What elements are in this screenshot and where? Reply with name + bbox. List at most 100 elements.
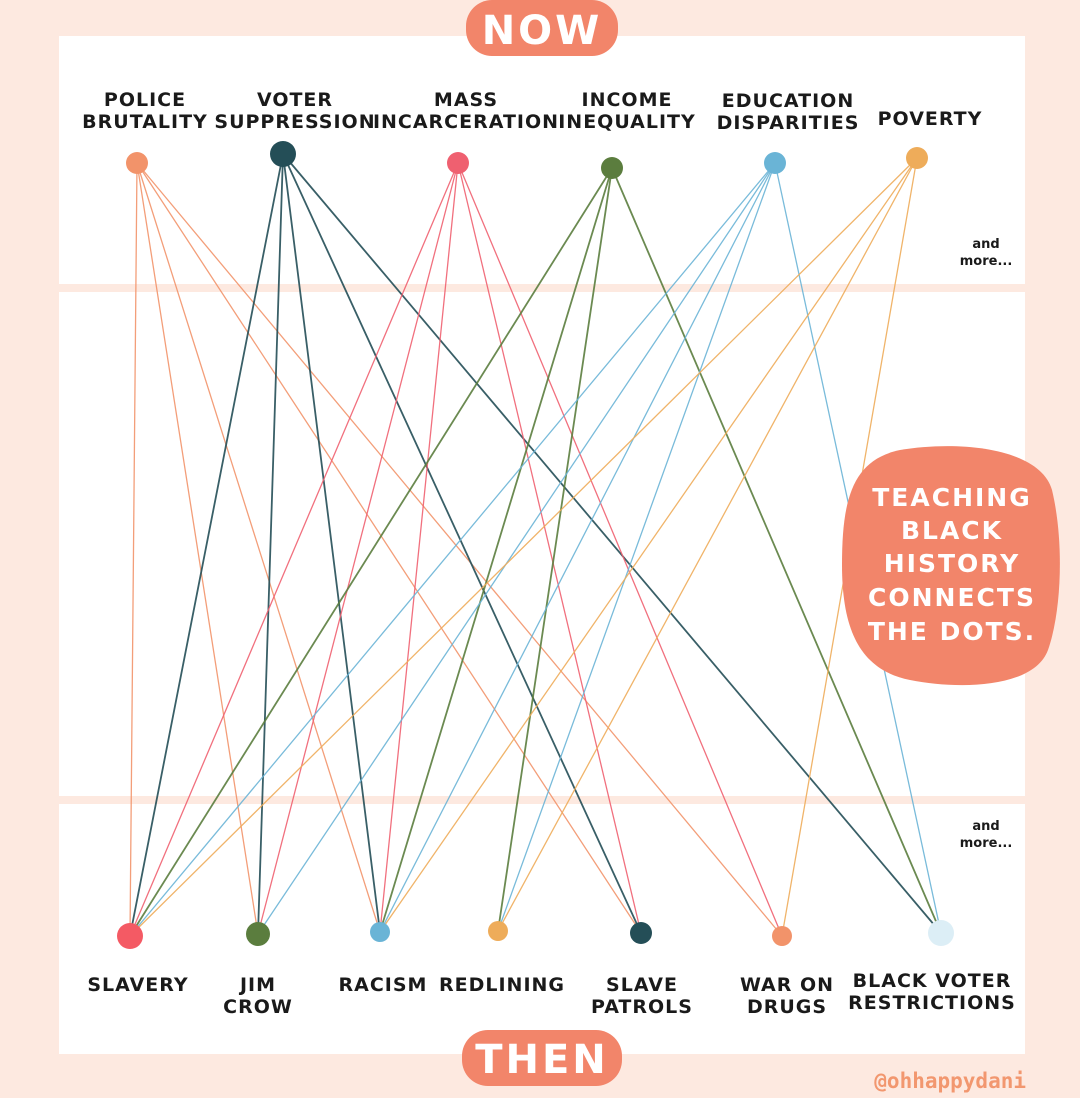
now-badge-pill (466, 0, 618, 56)
now-node-label-line: VOTER (257, 89, 333, 111)
then-node-label-line: CROW (223, 996, 293, 1018)
then-node-dot (488, 921, 508, 941)
connection-line-poverty-to-racism (379, 157, 918, 933)
connection-line-income-inequality-to-black-voter-restrictions (611, 167, 942, 934)
then-node-label-line: SLAVERY (87, 974, 188, 996)
then-label: THEN (475, 1037, 609, 1083)
callout-blob: TEACHING BLACK HISTORY CONNECTS THE DOTS… (842, 446, 1060, 686)
credit-handle[interactable]: @ohhappydani (874, 1069, 1026, 1093)
now-node-poverty: POVERTY (878, 108, 983, 169)
connection-line-education-disparities-to-jim-crow (257, 162, 776, 935)
more-note-line: and (972, 237, 999, 252)
connection-line-education-disparities-to-slavery (129, 162, 776, 937)
connection-line-police-brutality-to-jim-crow (136, 162, 259, 935)
then-node-dot (246, 922, 270, 946)
connection-line-mass-incarceration-to-slave-patrols (457, 162, 642, 934)
connection-line-mass-incarceration-to-slavery (129, 162, 459, 937)
then-node-dot (117, 923, 143, 949)
now-node-dot (601, 157, 623, 179)
then-badge-pill (462, 1030, 622, 1086)
connection-line-income-inequality-to-slavery (129, 167, 613, 937)
then-node-label-line: BLACK VOTER (853, 970, 1012, 992)
now-node-dot (906, 147, 928, 169)
connection-line-police-brutality-to-slavery (129, 162, 138, 937)
connection-line-voter-suppression-to-racism (282, 153, 381, 933)
callout-line: CONNECTS (868, 583, 1036, 612)
connection-line-voter-suppression-to-slave-patrols (282, 153, 642, 934)
now-node-voter-suppression: VOTER SUPPRESSION (214, 89, 375, 167)
now-nodes: POLICE BRUTALITY VOTER SUPPRESSION MASS … (82, 89, 983, 179)
now-node-dot (270, 141, 296, 167)
callout-blob-shape (842, 446, 1060, 686)
more-note-top: and more... (960, 237, 1013, 269)
callout-line: THE DOTS. (868, 617, 1036, 646)
then-node-war-on-drugs: WAR ON DRUGS (740, 926, 834, 1018)
connection-line-income-inequality-to-racism (379, 167, 613, 933)
now-node-label-line: DISPARITIES (717, 112, 860, 134)
connection-line-mass-incarceration-to-jim-crow (257, 162, 459, 935)
now-node-label-line: POVERTY (878, 108, 983, 130)
then-node-label-line: PATROLS (591, 996, 693, 1018)
callout-line: BLACK (901, 516, 1003, 545)
connection-line-police-brutality-to-racism (136, 162, 381, 933)
then-node-label-line: DRUGS (747, 996, 827, 1018)
panel-top (59, 36, 1025, 284)
now-node-dot (447, 152, 469, 174)
connection-line-education-disparities-to-redlining (497, 162, 776, 932)
now-node-label-line: INEQUALITY (558, 111, 696, 133)
now-node-mass-incarceration: MASS INCARCERATION (373, 89, 559, 174)
now-node-dot (764, 152, 786, 174)
connections-layer (129, 153, 942, 937)
then-node-label-line: RESTRICTIONS (848, 992, 1016, 1014)
connection-line-income-inequality-to-redlining (497, 167, 613, 932)
more-note-bottom: and more... (960, 819, 1013, 851)
connection-line-voter-suppression-to-jim-crow (257, 153, 284, 935)
more-note-line: and (972, 819, 999, 834)
then-node-redlining: REDLINING (439, 921, 565, 996)
connection-line-poverty-to-slavery (129, 157, 918, 937)
now-node-label-line: INCOME (582, 89, 673, 111)
then-node-black-voter-restrictions: BLACK VOTER RESTRICTIONS (848, 920, 1016, 1014)
connection-line-voter-suppression-to-black-voter-restrictions (282, 153, 942, 934)
panel-bottom (59, 804, 1025, 1054)
then-node-dot (370, 922, 390, 942)
connection-line-police-brutality-to-war-on-drugs (136, 162, 783, 937)
now-label: NOW (482, 8, 603, 54)
then-node-dot (630, 922, 652, 944)
now-node-education-disparities: EDUCATION DISPARITIES (717, 90, 860, 174)
then-node-dot (928, 920, 954, 946)
connection-line-voter-suppression-to-slavery (129, 153, 284, 937)
now-node-police-brutality: POLICE BRUTALITY (82, 89, 208, 174)
then-node-jim-crow: JIM CROW (223, 922, 293, 1018)
then-nodes: SLAVERY JIM CROW RACISM REDLINING SLAVE … (87, 920, 1015, 1018)
then-node-label-line: RACISM (339, 974, 428, 996)
more-note-line: more... (960, 836, 1013, 851)
then-node-label-line: SLAVE (606, 974, 678, 996)
now-node-income-inequality: INCOME INEQUALITY (558, 89, 696, 179)
then-badge: THEN (462, 1030, 622, 1086)
now-node-label-line: MASS (434, 89, 498, 111)
now-node-label-line: POLICE (104, 89, 186, 111)
callout-line: HISTORY (884, 549, 1021, 578)
connection-line-poverty-to-redlining (497, 157, 918, 932)
now-node-label-line: SUPPRESSION (214, 111, 375, 133)
then-node-label-line: JIM (238, 974, 276, 996)
then-node-slave-patrols: SLAVE PATROLS (591, 922, 693, 1018)
now-node-label-line: EDUCATION (722, 90, 854, 112)
connection-line-police-brutality-to-slave-patrols (136, 162, 642, 934)
now-badge: NOW (466, 0, 618, 56)
connection-line-education-disparities-to-racism (379, 162, 776, 933)
connection-line-mass-incarceration-to-war-on-drugs (457, 162, 783, 937)
then-node-dot (772, 926, 792, 946)
more-note-line: more... (960, 254, 1013, 269)
callout-line: TEACHING (872, 483, 1032, 512)
then-node-slavery: SLAVERY (87, 923, 188, 996)
connection-line-mass-incarceration-to-racism (379, 162, 459, 933)
then-node-racism: RACISM (339, 922, 428, 996)
then-node-label-line: WAR ON (740, 974, 834, 996)
now-node-label-line: BRUTALITY (82, 111, 208, 133)
then-node-label-line: REDLINING (439, 974, 565, 996)
now-node-dot (126, 152, 148, 174)
now-node-label-line: INCARCERATION (373, 111, 559, 133)
